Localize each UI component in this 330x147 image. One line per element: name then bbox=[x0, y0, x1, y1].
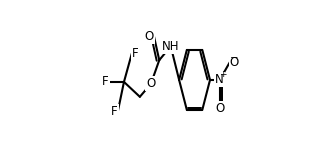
Text: F: F bbox=[111, 105, 118, 118]
Text: O: O bbox=[215, 102, 224, 115]
Text: +: + bbox=[219, 70, 227, 79]
Text: N: N bbox=[215, 74, 224, 86]
Text: O: O bbox=[230, 56, 239, 69]
Text: NH: NH bbox=[162, 40, 180, 53]
Text: O: O bbox=[146, 77, 155, 90]
Text: F: F bbox=[102, 75, 109, 88]
Text: O: O bbox=[145, 30, 154, 43]
Text: F: F bbox=[132, 47, 139, 60]
Text: −: − bbox=[230, 54, 239, 64]
